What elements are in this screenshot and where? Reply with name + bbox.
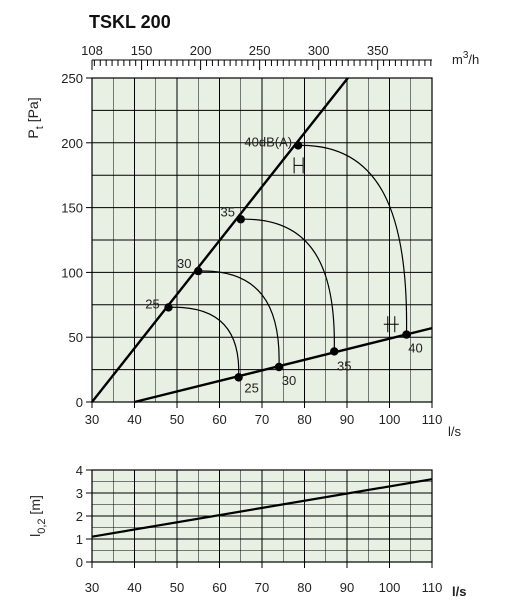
plot-frame (91, 77, 433, 403)
data-label-upper-35: 35 (221, 204, 235, 219)
tick-label-x: 70 (255, 412, 269, 427)
data-point-upper (194, 266, 203, 276)
tick-label-y-bottom: 4 (76, 463, 83, 478)
data-label-upper-40: 40dB(A) (244, 134, 292, 149)
tick-label-y-bottom: 1 (76, 532, 83, 547)
top-axis-label: m3/h (452, 50, 479, 67)
plot-frame-bottom (91, 469, 433, 563)
tick-label-y: 200 (61, 136, 83, 151)
top-axis-tick-label: 150 (131, 43, 153, 58)
tick-label-y: 0 (76, 395, 83, 410)
tick-label-x-bottom: 60 (212, 580, 226, 595)
tick-label-x: 30 (85, 412, 99, 427)
data-label-upper-25: 25 (145, 296, 159, 311)
tick-label-x-bottom: 100 (379, 580, 401, 595)
tick-label-y-bottom: 0 (76, 555, 83, 570)
tick-label-y-bottom: 2 (76, 509, 83, 524)
top-axis-tick-label: 250 (249, 43, 271, 58)
top-axis-tick-label: 350 (367, 43, 389, 58)
tick-label-y: 150 (61, 201, 83, 216)
series-line-lower-characteristic (134, 326, 433, 404)
series-line-upper-characteristic (91, 77, 349, 403)
tick-label-x: 100 (379, 412, 401, 427)
tick-label-x: 40 (127, 412, 141, 427)
sound-curve-40dB(A) (298, 144, 408, 335)
tick-label-x: 50 (170, 412, 184, 427)
tick-label-x-bottom: 40 (127, 580, 141, 595)
top-axis-tick-label: 300 (308, 43, 330, 58)
data-point-upper (293, 141, 303, 150)
data-label-upper-30: 30 (177, 256, 191, 271)
data-point-lower (330, 347, 339, 356)
y-axis-label: Pt [Pa] (25, 97, 46, 138)
data-point-lower (402, 330, 411, 339)
data-label-lower-40: 40 (408, 341, 422, 356)
sound-curve-25 (168, 306, 240, 378)
x-axis-label: l/s (448, 424, 462, 439)
top-axis-tick-label: 108 (81, 43, 103, 58)
data-point-upper (164, 303, 173, 312)
y-axis-label-bottom: l0,2 [m] (27, 495, 48, 537)
sound-curve-35 (240, 218, 335, 352)
data-point-lower (274, 362, 284, 372)
data-label-lower-35: 35 (337, 358, 351, 373)
tick-label-y: 250 (61, 71, 83, 86)
sound-curve-30 (198, 270, 280, 368)
chart-title: TSKL 200 (89, 12, 171, 32)
x-axis-label-bottom: l/s (452, 584, 466, 599)
tick-label-x-bottom: 30 (85, 580, 99, 595)
top-axis-tick-label: 200 (190, 43, 212, 58)
data-label-lower-30: 30 (282, 373, 296, 388)
tick-label-x: 110 (422, 412, 443, 427)
tick-label-x: 60 (212, 412, 226, 427)
tick-label-x-bottom: 50 (170, 580, 184, 595)
tick-label-x-bottom: 110 (422, 580, 443, 595)
tick-label-x-bottom: 70 (255, 580, 269, 595)
tick-label-x-bottom: 90 (340, 580, 354, 595)
series-line-throw (91, 478, 433, 538)
tick-label-x: 80 (297, 412, 311, 427)
data-label-lower-25: 25 (244, 380, 258, 395)
tick-label-y: 50 (69, 330, 83, 345)
tick-label-x-bottom: 80 (297, 580, 311, 595)
data-point-upper (236, 215, 245, 224)
data-point-lower (234, 373, 243, 382)
tick-label-x: 90 (340, 412, 354, 427)
tick-label-y: 100 (61, 265, 83, 280)
tick-label-y-bottom: 3 (76, 486, 83, 501)
